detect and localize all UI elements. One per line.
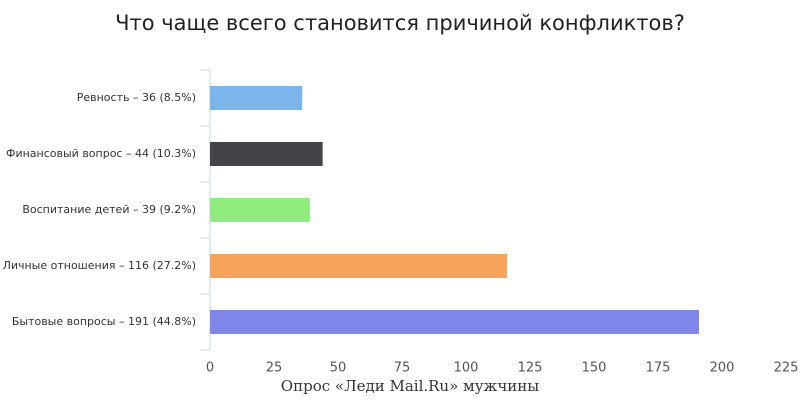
bar xyxy=(210,142,323,166)
bar xyxy=(210,198,310,222)
x-tick-label: 175 xyxy=(646,361,671,376)
bar xyxy=(210,86,303,110)
chart-title: Что чаще всего становится причиной конфл… xyxy=(115,11,685,35)
x-tick-label: 75 xyxy=(394,361,411,376)
bar xyxy=(210,254,507,278)
y-tick-label: Личные отношения – 116 (27.2%) xyxy=(3,259,196,272)
y-tick-label: Воспитание детей – 39 (9.2%) xyxy=(22,203,196,216)
y-tick-label: Бытовые вопросы – 191 (44.8%) xyxy=(12,315,196,328)
y-tick-label: Ревность – 36 (8.5%) xyxy=(77,91,196,104)
x-axis-title: Опрос «Леди Mail.Ru» мужчины xyxy=(281,377,539,395)
x-tick-label: 200 xyxy=(710,361,735,376)
x-tick-label: 100 xyxy=(454,361,479,376)
y-tick-label: Финансовый вопрос – 44 (10.3%) xyxy=(6,147,196,160)
x-tick-label: 0 xyxy=(206,361,214,376)
x-tick-label: 225 xyxy=(774,361,799,376)
x-tick-label: 25 xyxy=(266,361,283,376)
x-tick-label: 50 xyxy=(330,361,347,376)
x-tick-label: 150 xyxy=(582,361,607,376)
bar xyxy=(210,310,699,334)
x-tick-label: 125 xyxy=(518,361,543,376)
